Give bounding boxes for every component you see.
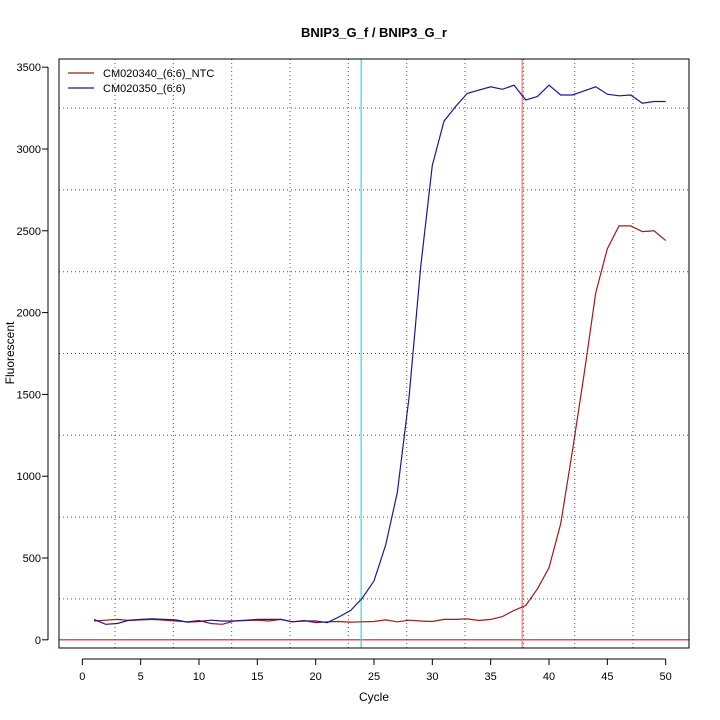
x-tick-label-2: 10 — [193, 671, 205, 683]
y-tick-label-5: 2500 — [17, 226, 41, 238]
y-tick-label-2: 1000 — [17, 471, 41, 483]
x-tick-label-8: 40 — [543, 671, 555, 683]
x-tick-label-9: 45 — [601, 671, 613, 683]
x-tick-label-1: 5 — [138, 671, 144, 683]
plot-border — [58, 58, 690, 649]
x-axis-label: Cycle — [359, 690, 389, 704]
x-tick-label-4: 20 — [310, 671, 322, 683]
y-tick-label-3: 1500 — [17, 389, 41, 401]
x-tick-label-3: 15 — [251, 671, 263, 683]
legend-label-1: CM020350_(6:6) — [103, 83, 186, 95]
x-tick-label-6: 30 — [426, 671, 438, 683]
y-tick-label-4: 2000 — [17, 308, 41, 320]
legend-label-0: CM020340_(6:6)_NTC — [103, 68, 214, 80]
x-axis: 0 5 10 15 20 25 30 35 40 45 50 — [79, 658, 672, 683]
y-tick-label-1: 500 — [23, 553, 41, 565]
plot-lines — [59, 59, 689, 648]
chart-title: BNIP3_G_f / BNIP3_G_r — [301, 25, 447, 40]
y-axis: 0 500 1000 1500 2000 2500 3000 3500 — [17, 62, 49, 647]
y-tick-label-6: 3000 — [17, 144, 41, 156]
x-tick-label-5: 25 — [368, 671, 380, 683]
series-line-1 — [93, 84, 666, 625]
grid — [59, 59, 689, 648]
series-layer — [93, 84, 667, 625]
x-tick-label-7: 35 — [485, 671, 497, 683]
y-tick-label-7: 3500 — [17, 62, 41, 74]
legend: CM020340_(6:6)_NTC CM020350_(6:6) — [68, 68, 214, 95]
y-tick-label-0: 0 — [35, 635, 41, 647]
x-tick-label-0: 0 — [79, 671, 85, 683]
y-axis-label: Fluorescent — [3, 321, 17, 384]
x-tick-label-10: 50 — [660, 671, 672, 683]
